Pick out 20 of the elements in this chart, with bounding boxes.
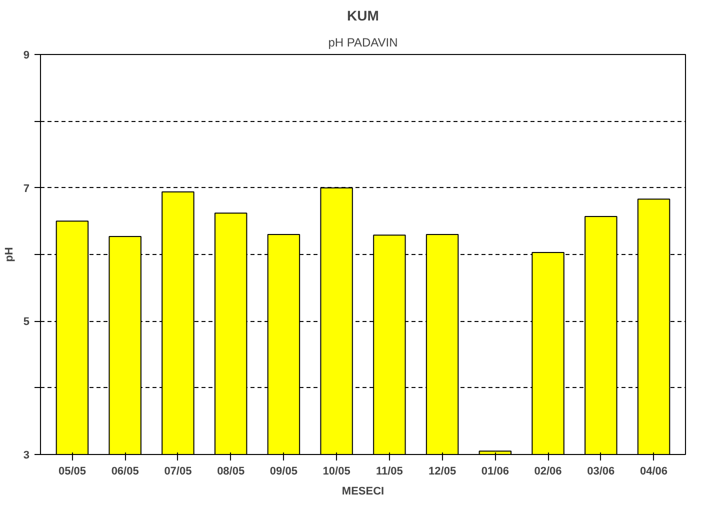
y-tick-label: 5 — [23, 316, 30, 328]
y-tick-label: 3 — [23, 450, 30, 462]
x-tick-label: 12/05 — [428, 466, 456, 478]
x-tick-label: 01/06 — [481, 466, 509, 478]
x-axis-title: MESECI — [342, 486, 384, 498]
x-tick-label: 10/05 — [322, 466, 350, 478]
x-tick-label: 09/05 — [270, 466, 298, 478]
x-tick-label: 08/05 — [217, 466, 245, 478]
x-tick-label: 03/06 — [587, 466, 615, 478]
x-tick-label: 05/05 — [58, 466, 86, 478]
x-tick-label: 07/05 — [164, 466, 192, 478]
x-tick-label: 06/05 — [111, 466, 139, 478]
y-axis-title: pH — [3, 247, 16, 262]
chart-subtitle: pH PADAVIN — [328, 36, 398, 50]
y-tick-label: 9 — [23, 50, 30, 62]
x-tick-label: 02/06 — [534, 466, 562, 478]
x-tick-label: 11/05 — [376, 466, 403, 478]
x-tick-label: 04/06 — [640, 466, 668, 478]
y-tick-label: 7 — [23, 182, 30, 195]
chart-title: KUM — [347, 8, 379, 24]
